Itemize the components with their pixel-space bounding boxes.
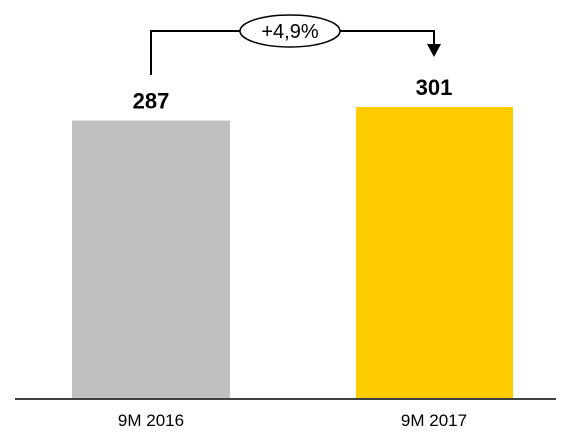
growth-arrow-head [427,44,441,57]
bar-9m-2016 [72,120,230,398]
value-label-9m-2016: 287 [133,89,170,114]
growth-connector-line [150,30,435,75]
growth-label: +4,9% [261,21,318,43]
growth-badge [239,14,341,48]
category-label-9m-2016: 9M 2016 [118,411,184,430]
category-label-9m-2017: 9M 2017 [401,411,467,430]
value-label-9m-2017: 301 [416,75,453,100]
bar-9m-2017 [356,107,513,398]
